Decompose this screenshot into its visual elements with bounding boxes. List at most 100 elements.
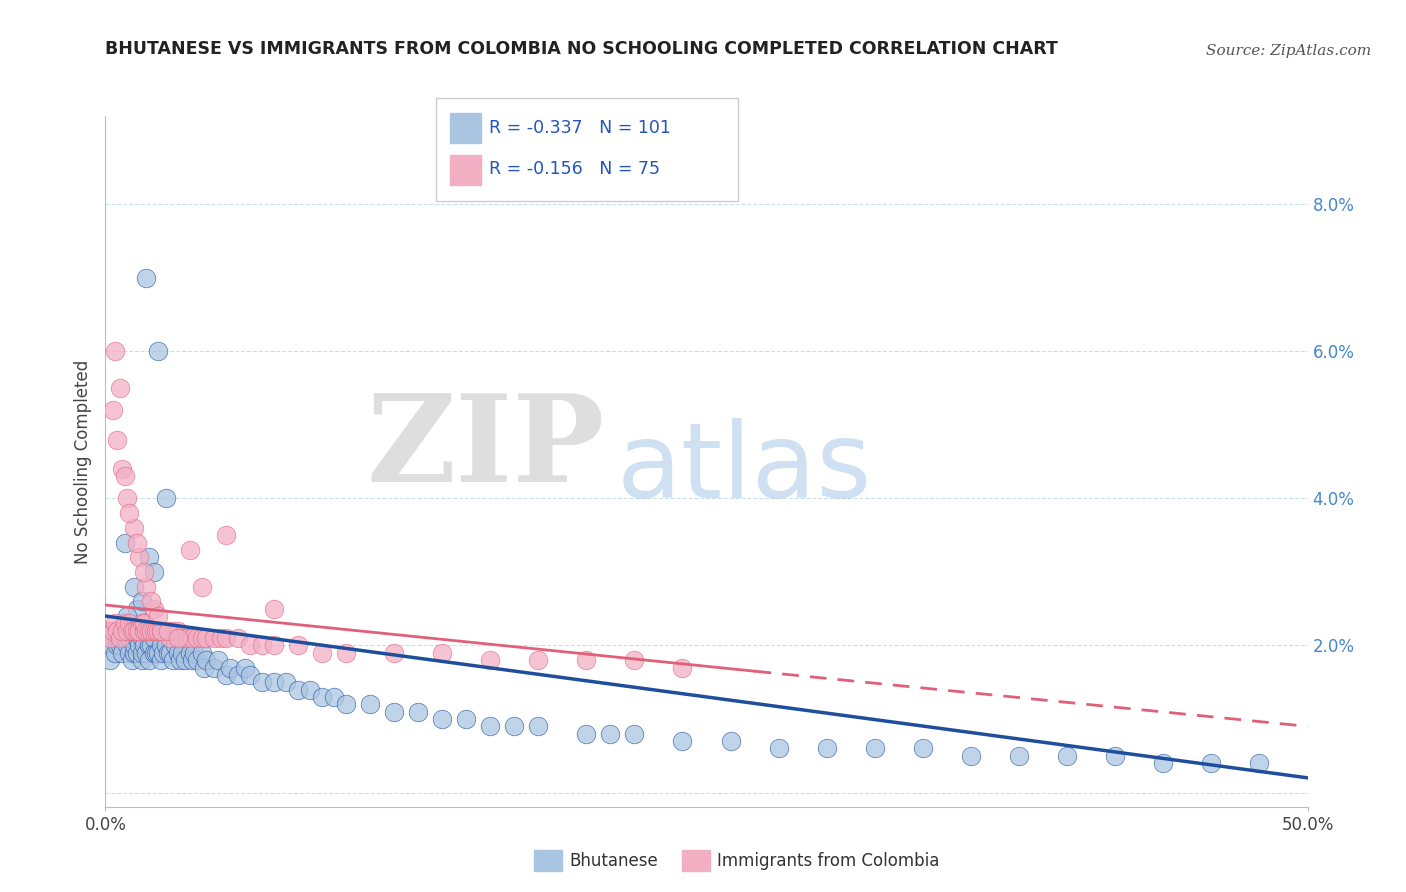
Point [181,631,204,645]
Point [121,624,143,638]
Point [186,631,208,645]
Point [430,646,453,660]
Point [815,741,838,756]
Text: Source: ZipAtlas.com: Source: ZipAtlas.com [1205,44,1371,58]
Point [135,580,157,594]
Point [233,660,256,674]
Point [131,653,153,667]
Point [575,727,598,741]
Point [623,653,645,667]
Point [166,624,188,638]
Point [118,616,141,631]
Point [1152,756,1174,771]
Point [156,646,179,660]
Point [115,624,138,638]
Text: BHUTANESE VS IMMIGRANTS FROM COLOMBIA NO SCHOOLING COMPLETED CORRELATION CHART: BHUTANESE VS IMMIGRANTS FROM COLOMBIA NO… [105,40,1059,58]
Point [148,344,170,359]
Point [311,646,333,660]
Point [195,653,218,667]
Point [128,624,150,638]
Point [239,668,262,682]
Point [138,653,160,667]
Point [190,646,212,660]
Point [114,616,136,631]
Point [1008,748,1031,763]
Point [263,601,285,615]
Point [195,631,218,645]
Point [176,631,198,645]
Point [115,639,138,653]
Point [152,624,174,638]
Point [148,624,170,638]
Text: ZIP: ZIP [366,389,605,507]
Point [155,624,177,638]
Point [107,624,129,638]
Point [226,668,249,682]
Point [172,646,194,660]
Y-axis label: No Schooling Completed: No Schooling Completed [73,359,91,564]
Point [599,727,621,741]
Point [1249,756,1271,771]
Point [118,631,141,645]
Point [169,653,191,667]
Text: Immigrants from Colombia: Immigrants from Colombia [717,852,939,870]
Point [190,580,212,594]
Point [142,646,165,660]
Point [155,491,177,506]
Point [101,624,124,638]
Point [287,639,309,653]
Text: atlas: atlas [616,417,872,519]
Point [219,660,242,674]
Point [172,631,194,645]
Point [131,594,153,608]
Point [193,660,215,674]
Point [202,660,225,674]
Point [138,550,160,565]
Point [139,624,162,638]
Point [263,675,285,690]
Point [128,639,150,653]
Point [382,705,405,719]
Point [159,631,181,645]
Point [911,741,934,756]
Point [179,646,201,660]
Point [250,675,273,690]
Point [107,639,129,653]
Point [111,462,134,476]
Point [114,631,136,645]
Point [125,646,148,660]
Point [298,682,321,697]
Point [1201,756,1223,771]
Point [181,653,204,667]
Point [124,580,146,594]
Point [1104,748,1126,763]
Point [322,690,344,704]
Point [118,646,141,660]
Point [162,653,184,667]
Point [132,639,155,653]
Point [274,675,297,690]
Point [115,491,138,506]
Point [125,624,148,638]
Point [121,624,143,638]
Point [128,550,150,565]
Point [479,719,502,733]
Point [209,631,232,645]
Point [454,712,477,726]
Point [162,624,184,638]
Point [202,631,225,645]
Point [142,631,165,645]
Point [108,631,131,645]
Point [671,660,693,674]
Point [111,624,134,638]
Point [142,565,165,579]
Point [111,646,134,660]
Point [142,624,165,638]
Point [159,646,181,660]
Point [382,646,405,660]
Point [135,624,157,638]
Point [166,646,188,660]
Point [359,698,381,712]
Point [527,653,550,667]
Point [107,631,129,645]
